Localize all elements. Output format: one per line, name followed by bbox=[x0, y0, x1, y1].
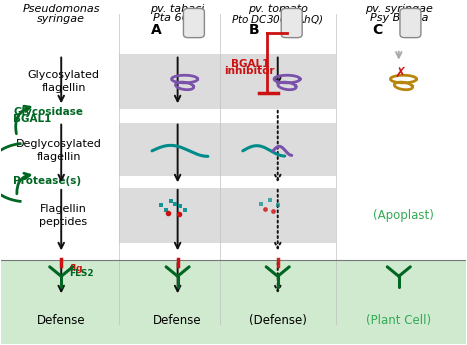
Bar bbox=[120, 188, 336, 243]
Text: ✗: ✗ bbox=[394, 66, 405, 80]
Text: pv. tomato: pv. tomato bbox=[248, 4, 308, 14]
Text: C: C bbox=[373, 23, 383, 37]
Text: B: B bbox=[249, 23, 260, 37]
Text: Flagellin
peptides: Flagellin peptides bbox=[40, 204, 88, 227]
Text: (Plant Cell): (Plant Cell) bbox=[366, 314, 432, 327]
Text: Defense: Defense bbox=[37, 314, 85, 327]
Text: Pto DC3000($\Delta$hQ): Pto DC3000($\Delta$hQ) bbox=[232, 13, 324, 26]
Text: Pta 6605: Pta 6605 bbox=[153, 13, 203, 23]
FancyBboxPatch shape bbox=[281, 8, 302, 38]
Text: Defense: Defense bbox=[153, 314, 202, 327]
Text: BGAL1: BGAL1 bbox=[13, 114, 52, 124]
Text: A: A bbox=[151, 23, 162, 37]
Text: Psy B728a: Psy B728a bbox=[369, 13, 428, 23]
Text: (Defense): (Defense) bbox=[249, 314, 307, 327]
Text: FLS2: FLS2 bbox=[70, 269, 94, 278]
Bar bbox=[120, 54, 336, 109]
Text: syringae: syringae bbox=[37, 14, 85, 24]
Text: (Apoplast): (Apoplast) bbox=[373, 209, 434, 222]
Text: pv. syringae: pv. syringae bbox=[365, 4, 433, 14]
Text: Glycosidase: Glycosidase bbox=[13, 107, 83, 117]
Text: Glycosylated
flagellin: Glycosylated flagellin bbox=[28, 70, 99, 93]
FancyBboxPatch shape bbox=[184, 8, 205, 38]
Text: pv. tabaci: pv. tabaci bbox=[150, 4, 205, 14]
Bar bbox=[120, 123, 336, 176]
Text: Deglycosylated
flagellin: Deglycosylated flagellin bbox=[16, 139, 102, 162]
Text: BGAL1: BGAL1 bbox=[231, 59, 269, 69]
Text: flg: flg bbox=[70, 264, 83, 273]
FancyBboxPatch shape bbox=[400, 8, 421, 38]
Text: Pseudomonas: Pseudomonas bbox=[22, 4, 100, 14]
Text: inhibitor: inhibitor bbox=[225, 66, 275, 76]
Text: Protease(s): Protease(s) bbox=[13, 176, 81, 186]
Bar bbox=[0, 260, 467, 344]
